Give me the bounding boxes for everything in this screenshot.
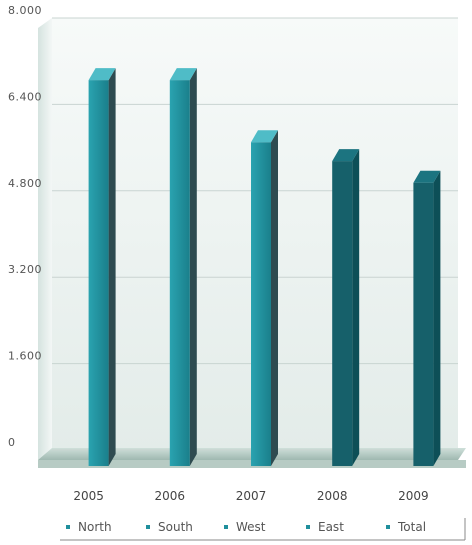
x-tick-label: 2008: [317, 489, 348, 503]
legend-label: South: [158, 520, 193, 534]
bar-front: [332, 161, 353, 466]
bar-2007: [251, 130, 278, 466]
x-tick-label: 2006: [155, 489, 186, 503]
legend-label: East: [318, 520, 344, 534]
bar-front: [169, 80, 190, 466]
bar-side: [271, 130, 278, 466]
legend: North South West East Total: [60, 518, 466, 541]
y-tick-label: 6.400: [8, 90, 42, 103]
bar-top: [413, 170, 441, 183]
legend-label: West: [236, 520, 266, 534]
y-axis: 0 1.600 3.200 4.800 6.400 8.000: [8, 4, 42, 449]
bars: [88, 68, 441, 466]
x-tick-label: 2009: [398, 489, 429, 503]
x-tick-label: 2007: [236, 489, 267, 503]
bar-top: [169, 68, 197, 81]
legend-item: East: [306, 520, 344, 534]
legend-label: North: [78, 520, 112, 534]
legend-item: West: [224, 520, 266, 534]
bar-side: [108, 68, 116, 466]
legend-item: South: [146, 520, 193, 534]
bar-top: [88, 68, 116, 81]
bar-top: [332, 149, 360, 162]
legend-item: North: [66, 520, 112, 534]
bar-2008: [332, 149, 360, 466]
bar-front: [88, 80, 109, 466]
y-tick-label: 4.800: [8, 177, 42, 190]
legend-item: Total: [386, 520, 426, 534]
x-tick-label: 2005: [73, 489, 104, 503]
y-tick-label: 0: [8, 436, 16, 449]
x-axis: 2005 2006 2007 2008 2009: [73, 489, 428, 503]
y-tick-label: 1.600: [8, 350, 42, 363]
bar-2009: [413, 170, 441, 466]
y-tick-label: 3.200: [8, 263, 42, 276]
legend-swatch: [306, 525, 310, 529]
bar-side: [352, 149, 360, 466]
legend-label: Total: [397, 520, 426, 534]
legend-swatch: [66, 525, 70, 529]
bar-2005: [88, 68, 116, 466]
side-wall: [38, 18, 52, 460]
legend-swatch: [224, 525, 228, 529]
bar-side: [433, 170, 441, 466]
bar-top: [251, 130, 278, 143]
bar-side: [189, 68, 197, 466]
legend-swatch: [386, 525, 390, 529]
bar-front: [251, 142, 271, 466]
bar-front: [413, 182, 434, 466]
y-tick-label: 8.000: [8, 4, 42, 17]
bar-2006: [169, 68, 197, 466]
legend-swatch: [146, 525, 150, 529]
